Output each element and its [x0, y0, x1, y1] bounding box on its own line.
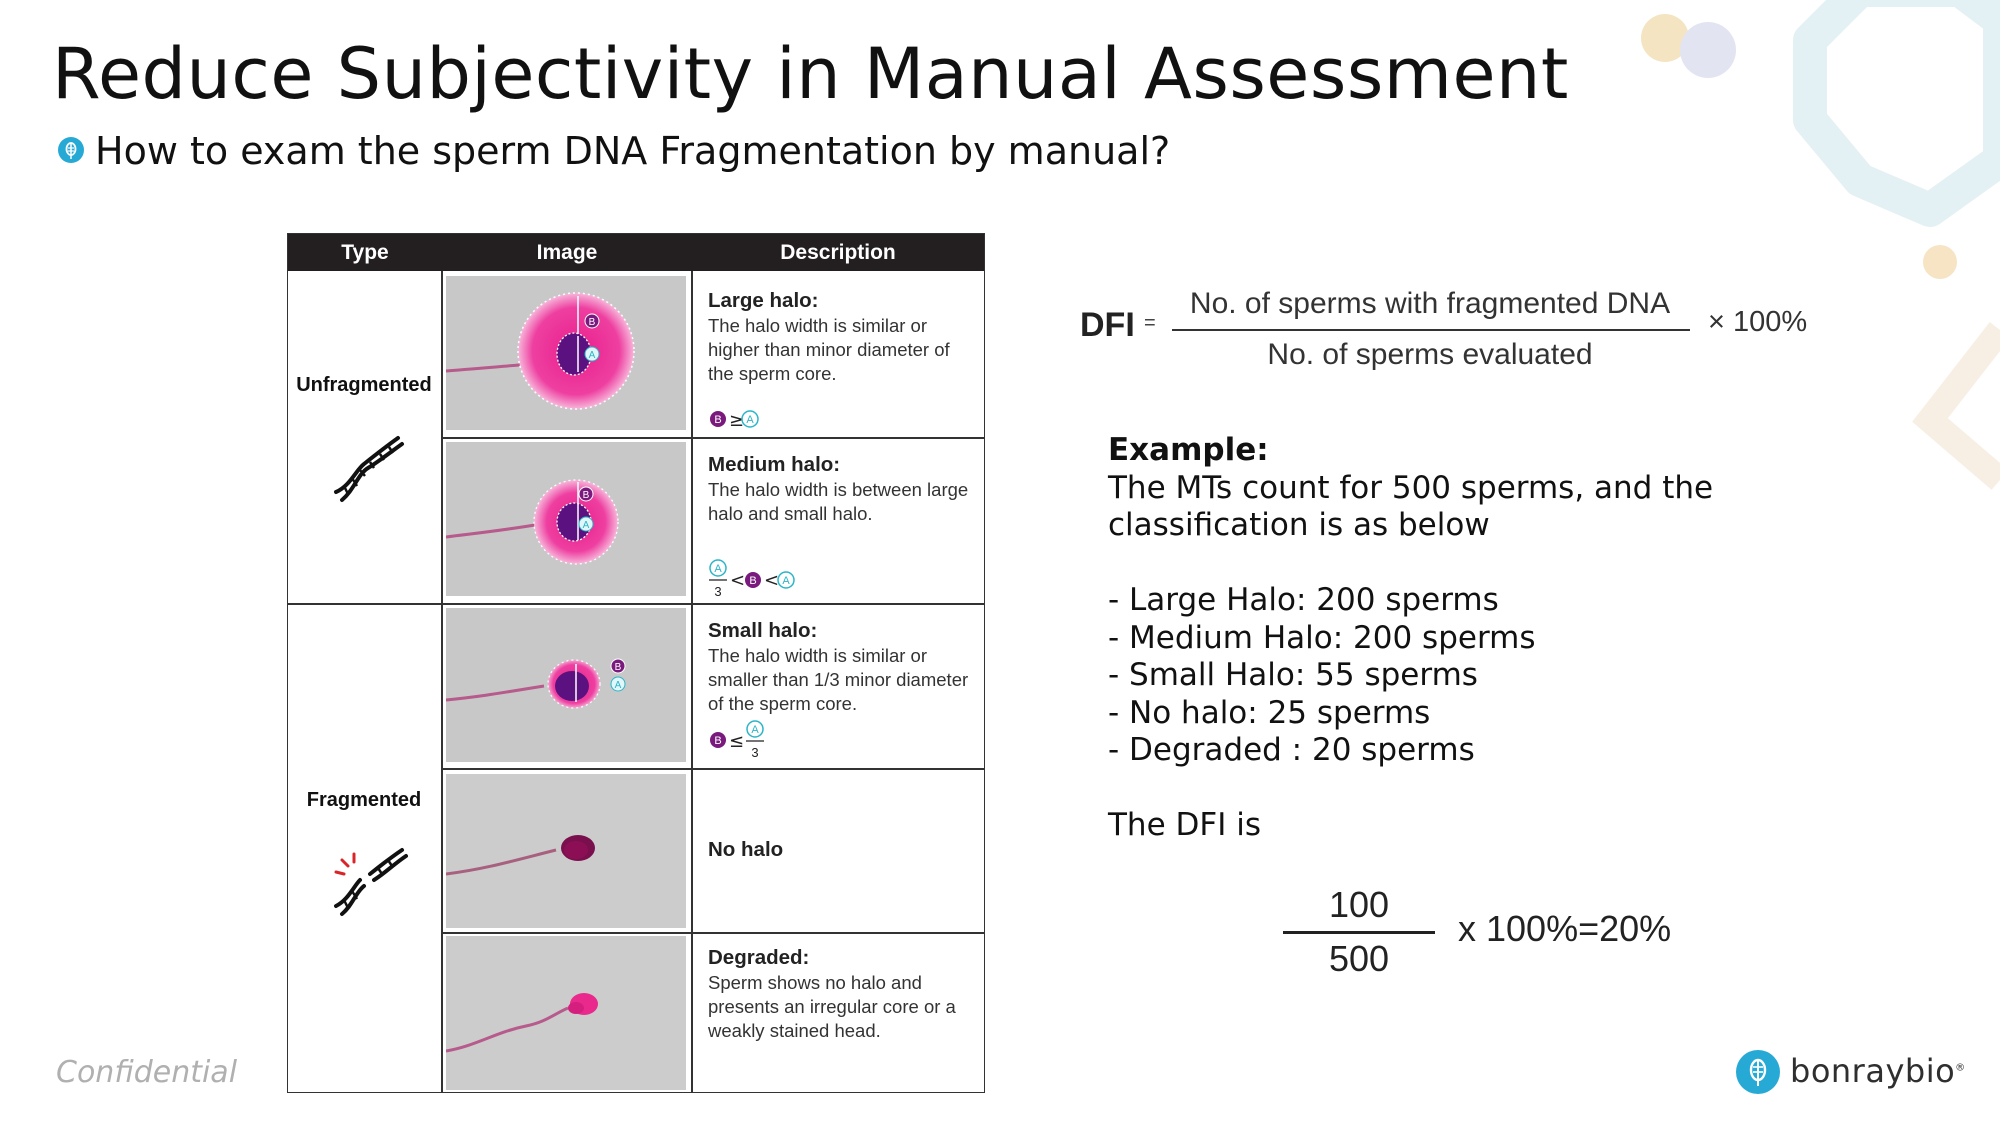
- desc-degraded: Degraded: Sperm shows no halo and presen…: [708, 945, 980, 1043]
- bonraybio-logo-icon: [1736, 1050, 1780, 1094]
- row-divider: [441, 932, 984, 934]
- svg-text:≥: ≥: [729, 410, 744, 431]
- brand-text: bonraybio: [1790, 1052, 1956, 1090]
- marker-b: B: [589, 317, 596, 328]
- type-unfragmented: Unfragmented: [296, 374, 432, 396]
- marker-b: B: [749, 575, 756, 587]
- type-fragmented: Fragmented: [306, 789, 422, 811]
- list-item: - Large Halo: 200 sperms: [1108, 582, 1499, 618]
- row-divider: [288, 603, 984, 605]
- example-intro-1: The MTs count for 500 sperms, and the: [1108, 469, 1714, 506]
- result-denominator: 500: [1328, 938, 1390, 979]
- desc-small-halo: Small halo: The halo width is similar or…: [708, 618, 980, 716]
- fraction-three: 3: [751, 745, 758, 760]
- marker-a: A: [589, 350, 596, 361]
- marker-a: A: [746, 414, 754, 426]
- desc-text: The halo width is between large halo and…: [708, 479, 969, 524]
- fraction-three: 3: [714, 584, 721, 599]
- svg-text:≤: ≤: [729, 731, 744, 752]
- example-conclusion: The DFI is: [1108, 807, 1261, 843]
- slide-subtitle: How to exam the sperm DNA Fragmentation …: [95, 129, 1171, 173]
- list-item: - Medium Halo: 200 sperms: [1108, 619, 1536, 656]
- decorative-shapes: [1641, 0, 2000, 490]
- svg-text:<: <: [764, 570, 779, 591]
- marker-b: B: [615, 662, 622, 673]
- desc-title: Large halo:: [708, 289, 819, 312]
- list-item: - No halo: 25 sperms: [1108, 694, 1431, 731]
- marker-a: A: [615, 680, 622, 691]
- image-large-halo: B A: [446, 276, 686, 430]
- table-header: Type Image Description: [288, 234, 984, 271]
- dna-helix-icon: [334, 436, 404, 502]
- brand-name: bonraybio®: [1790, 1052, 1966, 1090]
- result-tail: x 100%=20%: [1458, 908, 1672, 949]
- header-image: Image: [536, 241, 598, 264]
- desc-title: No halo: [708, 838, 784, 861]
- dfi-equals: =: [1144, 312, 1156, 334]
- formula-small-halo: B ≤ A 3: [710, 720, 764, 760]
- confidential-label: Confidential: [56, 1055, 238, 1090]
- desc-no-halo: No halo: [708, 837, 980, 863]
- list-item: - Degraded : 20 sperms: [1108, 732, 1475, 768]
- dfi-fraction-bar: [1172, 329, 1690, 331]
- example-intro-2: classification is as below: [1108, 507, 1490, 543]
- desc-title: Small halo:: [708, 619, 818, 642]
- dfi-label: DFI: [1080, 306, 1135, 344]
- broken-dna-icon: [334, 848, 408, 916]
- desc-large-halo: Large halo: The halo width is similar or…: [708, 288, 980, 386]
- decor-circle-small-yellow: [1923, 245, 1957, 279]
- desc-text: Sperm shows no halo and presents an irre…: [708, 972, 956, 1041]
- result-numerator: 100: [1328, 884, 1390, 925]
- marker-a: A: [751, 724, 759, 736]
- svg-text:<: <: [730, 570, 745, 591]
- list-item: - Small Halo: 55 sperms: [1108, 657, 1478, 693]
- bullet-sperm-icon: [58, 137, 84, 163]
- header-description: Description: [780, 241, 896, 264]
- dfi-multiplier: × 100%: [1708, 306, 1808, 338]
- marker-b: B: [714, 414, 721, 426]
- image-degraded: [446, 936, 686, 1090]
- row-divider: [441, 437, 984, 439]
- marker-b: B: [583, 490, 590, 501]
- row-divider: [441, 768, 984, 770]
- desc-text: The halo width is similar or smaller tha…: [708, 645, 969, 714]
- decor-chevron: [1912, 322, 2000, 490]
- desc-medium-halo: Medium halo: The halo width is between l…: [708, 452, 980, 526]
- header-type: Type: [341, 241, 389, 264]
- image-small-halo: B A: [446, 608, 686, 762]
- dfi-denominator: No. of sperms evaluated: [1267, 338, 1593, 371]
- image-no-halo: [446, 774, 686, 928]
- decor-hexagon: [1793, 0, 2000, 227]
- desc-title: Medium halo:: [708, 453, 841, 476]
- marker-b: B: [714, 735, 721, 747]
- formula-large-halo: B ≥ A: [710, 410, 759, 431]
- marker-a: A: [714, 563, 722, 575]
- decor-circle-yellow: [1641, 14, 1689, 62]
- example-heading: Example:: [1108, 432, 1269, 468]
- decor-circle-lavender: [1680, 22, 1736, 78]
- result-fraction-bar: [1283, 931, 1435, 934]
- dfi-numerator: No. of sperms with fragmented DNA: [1189, 287, 1671, 320]
- marker-a: A: [782, 575, 790, 587]
- column-divider: [691, 271, 693, 1092]
- marker-a: A: [583, 520, 590, 531]
- slide-title: Reduce Subjectivity in Manual Assessment: [52, 33, 1569, 115]
- example-block: Example: The MTs count for 500 sperms, a…: [1108, 432, 1713, 845]
- desc-title: Degraded:: [708, 946, 810, 969]
- desc-text: The halo width is similar or higher than…: [708, 315, 950, 384]
- image-medium-halo: B A: [446, 442, 686, 596]
- formula-medium-halo: A 3 < B < A: [709, 559, 795, 599]
- halo-classification-table: Type Image Description Unfragmented Frag…: [287, 233, 985, 1093]
- column-divider: [441, 271, 443, 1092]
- brand-registered-mark: ®: [1955, 1062, 1966, 1074]
